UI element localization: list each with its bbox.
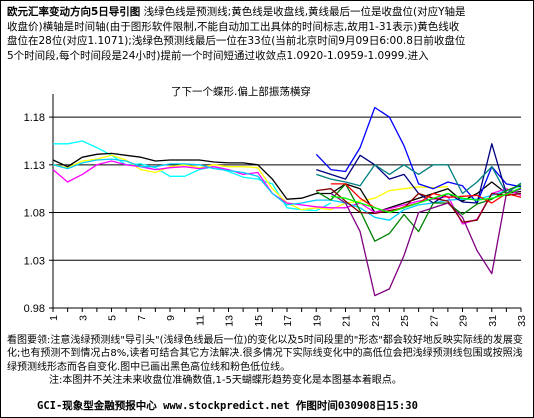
x-tick-label: 1 (48, 315, 60, 321)
series-line (330, 183, 522, 214)
chart-title: 欧元汇率变动方向5日导引图 (7, 6, 141, 18)
x-tick-label: 21 (341, 315, 353, 327)
title-block: 欧元汇率变动方向5日导引图 浅绿色线是预测线;黄色线是收盘线,黄线最后一位是收盘… (7, 5, 469, 63)
credit-line: GCI-现象型金融预报中心 www.stockpredict.net 作图时间0… (37, 400, 418, 412)
x-tick-label: 19 (311, 315, 323, 327)
series-line (330, 187, 522, 214)
x-tick-label: 29 (458, 315, 470, 327)
y-tick-label: 1.03 (24, 255, 45, 267)
x-tick-label: 9 (165, 315, 177, 321)
series-line (316, 188, 522, 223)
series-line (315, 106, 522, 204)
footer-notes: 看图要领:注意浅绿预测线"导引头"(浅绿色线最后一位)的变化以及5时间段里的"形… (7, 334, 529, 388)
y-tick-label: 1.13 (24, 160, 45, 172)
x-tick-label: 13 (224, 315, 236, 327)
disclaimer: 注:本图并不关注未来收盘位准确数值,1-5天蝴蝶形趋势变化是本图基本着眼点。 (49, 375, 402, 387)
x-tick-label: 33 (516, 315, 528, 327)
series-line (52, 152, 522, 214)
chart-subtitle: 了下一个蝶形.偏上部振荡横穿 (171, 86, 311, 98)
line-chart: 0.981.031.081.131.181 3 5 7 9 11 13 15 17 19 21 23 2… (24, 94, 528, 327)
y-tick-label: 1.08 (24, 208, 45, 220)
x-tick-label: 11 (194, 315, 206, 326)
series-line (316, 164, 522, 195)
chart-description: 浅绿色线是预测线;黄色线是收盘线,黄线最后一位是收盘位(对应Y轴是收盘价)横轴是… (7, 6, 466, 62)
x-tick-label: 17 (282, 315, 294, 327)
x-tick-label: 15 (253, 315, 265, 327)
series-line (52, 154, 448, 211)
y-tick-label: 1.18 (24, 112, 45, 124)
x-tick-label: 25 (399, 315, 411, 327)
x-tick-label: 5 (107, 315, 119, 321)
x-tick-label: 27 (428, 315, 440, 327)
reading-guide: 看图要领:注意浅绿预测线"导引头"(浅绿色线最后一位)的变化以及5时间段里的"形… (7, 335, 523, 373)
y-tick-label: 0.98 (24, 303, 45, 315)
x-tick-label: 23 (370, 315, 382, 327)
series-line (330, 188, 522, 297)
x-tick-label: 7 (136, 315, 148, 321)
x-tick-label: 31 (487, 315, 499, 327)
series-line (52, 158, 522, 221)
x-tick-label: 3 (77, 315, 89, 321)
series-line (53, 140, 332, 212)
